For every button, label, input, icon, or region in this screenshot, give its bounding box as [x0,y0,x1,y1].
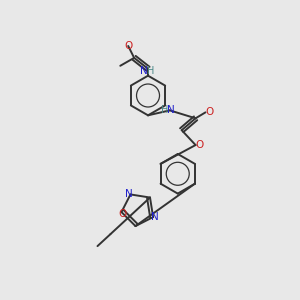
Text: H: H [161,105,169,116]
Text: N: N [124,189,132,200]
Text: N: N [167,105,175,116]
Text: O: O [205,107,214,117]
Text: N: N [151,212,159,222]
Text: N: N [140,66,148,76]
Text: O: O [118,209,127,219]
Text: O: O [195,140,204,150]
Text: H: H [147,66,155,76]
Text: O: O [124,41,132,51]
